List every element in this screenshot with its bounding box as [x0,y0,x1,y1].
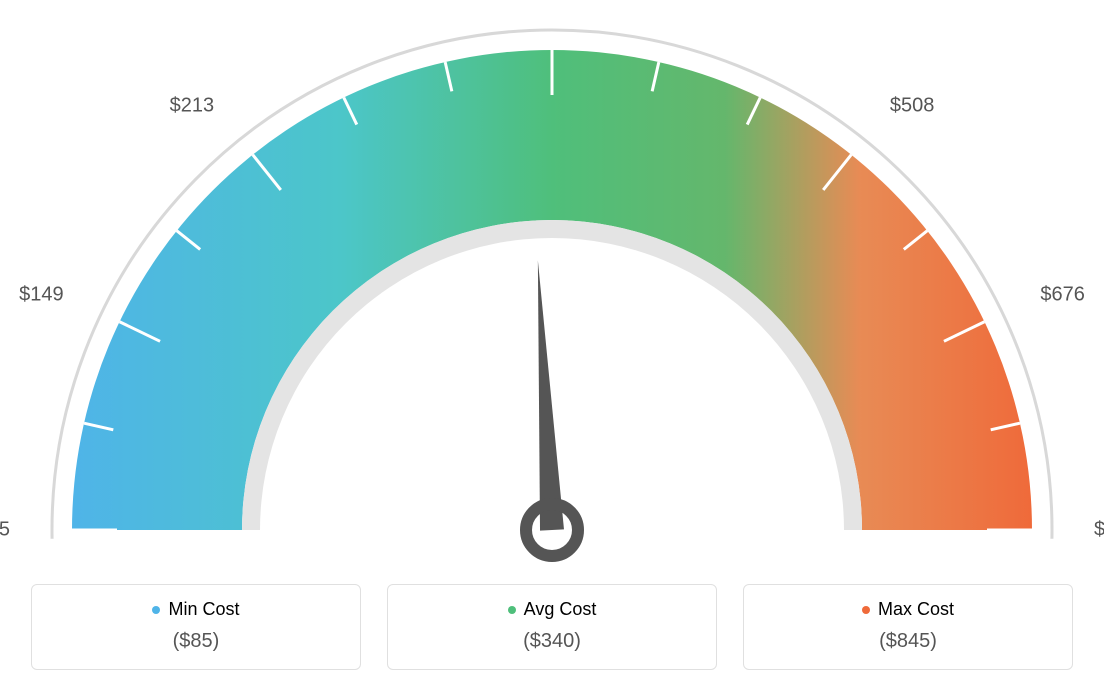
gauge-tick-label: $213 [170,95,215,118]
gauge-svg [0,10,1104,570]
legend-value-avg: ($340) [398,630,706,653]
legend-card-avg: Avg Cost ($340) [387,584,717,670]
gauge-chart: $85$149$213$340$508$676$845 [0,10,1104,575]
legend-title-avg: Avg Cost [508,599,597,620]
legend-value-max: ($845) [754,630,1062,653]
legend-title-max: Max Cost [862,599,954,620]
gauge-tick-label: $85 [0,519,10,542]
gauge-tick-label: $676 [1040,283,1085,306]
legend-title-text: Max Cost [878,599,954,620]
legend-title-text: Avg Cost [524,599,597,620]
gauge-tick-label: $149 [19,283,64,306]
dot-icon [862,606,870,614]
legend-title-min: Min Cost [152,599,239,620]
legend-row: Min Cost ($85) Avg Cost ($340) Max Cost … [0,584,1104,670]
gauge-tick-label: $845 [1094,519,1104,542]
legend-value-min: ($85) [42,630,350,653]
dot-icon [508,606,516,614]
dot-icon [152,606,160,614]
legend-title-text: Min Cost [168,599,239,620]
legend-card-min: Min Cost ($85) [31,584,361,670]
legend-card-max: Max Cost ($845) [743,584,1073,670]
gauge-tick-label: $508 [890,95,935,118]
